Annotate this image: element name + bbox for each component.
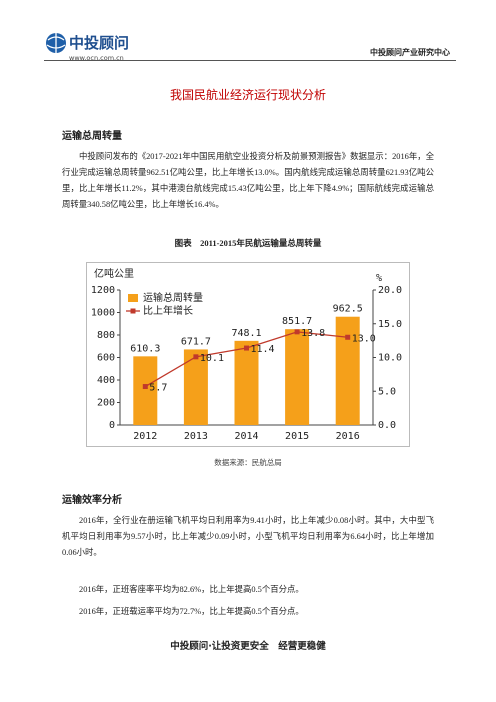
bar-value-label: 851.7 [282,316,312,327]
line-marker [142,384,148,390]
legend-label: 运输总周转量 [143,291,203,304]
y2-tick-label: 10.0 [378,353,402,364]
logo-url: www.ocn.com.cn [69,54,124,62]
y-tick-label: 200 [97,398,115,409]
bar [234,340,259,425]
bar-value-label: 748.1 [231,328,261,339]
y-tick-label: 600 [97,353,115,364]
x-tick-label: 2015 [285,431,309,442]
logo-lines [46,33,66,53]
y2-tick-label: 5.0 [378,386,396,397]
bar [285,329,310,425]
line-marker [193,354,199,360]
line-value-label: 13.8 [301,328,325,339]
y-tick-label: 400 [97,375,115,386]
logo: 中投顾问 www.ocn.com.cn [46,33,129,62]
y-tick-label: 1000 [91,308,115,319]
section-heading: 运输总周转量 [62,131,122,142]
y2-tick-label: 15.0 [378,319,402,330]
line-marker [345,334,351,340]
bar [133,356,158,425]
bar-value-label: 671.7 [181,336,211,347]
paragraph: 2016年，全行业在册运输飞机平均日利用率为9.41小时，比上年减少0.08小时… [62,516,434,557]
y-tick-label: 1200 [91,285,115,296]
y-axis-title: 亿吨公里 [94,267,134,280]
y2-tick-label: 20.0 [378,285,402,296]
bar-value-label: 962.5 [333,304,363,315]
line-value-label: 13.0 [352,333,376,344]
x-tick-label: 2013 [184,431,208,442]
paragraph: 2016年，正班客座率平均为82.6%，比上年提高0.5个百分点。 [79,585,304,594]
section-heading: 运输效率分析 [62,495,122,506]
paragraph: 中投顾问发布的《2017-2021年中国民用航空业投资分析及前景预测报告》数据显… [62,152,434,209]
paragraph: 2016年，正班载运率平均为72.7%，比上年提高0.5个百分点。 [79,607,304,616]
line-value-label: 10.1 [200,353,224,364]
line-marker [294,329,300,335]
line-marker [244,345,249,351]
title: 我国民航业经济运行现状分析 [169,88,326,102]
header-right: 中投顾问产业研究中心 [370,48,450,57]
figure-source: 数据来源：民航总局 [214,458,282,467]
logo-text: 中投顾问 [69,34,129,52]
y2-axis-title: % [376,273,382,284]
legend-swatch [130,308,136,314]
line-value-label: 11.4 [251,344,275,355]
x-tick-label: 2016 [336,431,360,442]
figure-caption: 图表 2011-2015年民航运输量总周转量 [174,238,322,248]
bar-value-label: 610.3 [130,343,160,354]
y-tick-label: 0 [109,420,115,431]
chart: 亿吨公里 % 0 200 400 600 800 1000 1200 0.0 5.0 10.0 15… [86,262,410,447]
header-rule [44,60,456,61]
line-value-label: 5.7 [149,383,167,394]
y2-tick-label: 0.0 [378,420,396,431]
x-tick-label: 2014 [234,431,258,442]
x-tick-label: 2012 [133,431,157,442]
legend-swatch [128,294,138,302]
legend-label: 比上年增长 [143,304,193,317]
y-tick-label: 800 [97,330,115,341]
footer: 中投顾问·让投资更安全 经营更稳健 [170,641,326,652]
